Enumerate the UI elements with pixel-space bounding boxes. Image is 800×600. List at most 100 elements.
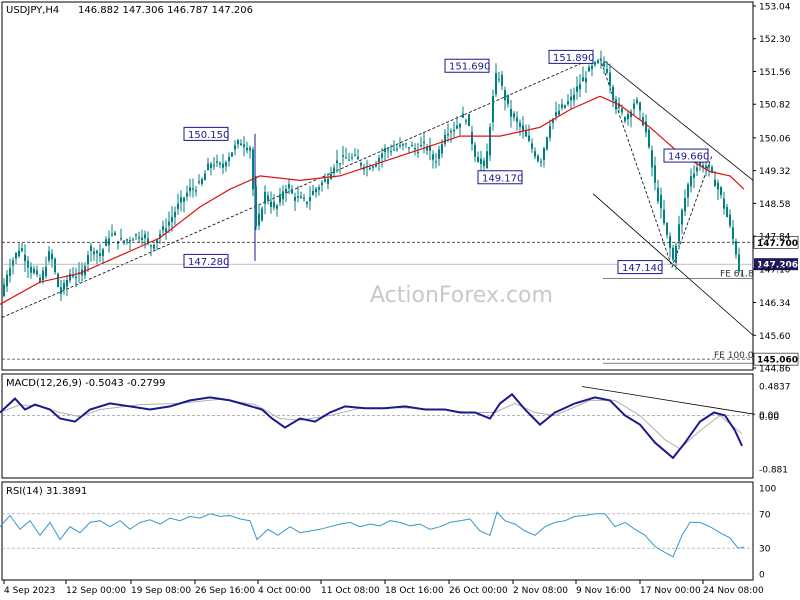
candle-body	[294, 196, 296, 201]
x-axis-label: 24 Nov 08:00	[703, 586, 764, 596]
candle-body	[633, 103, 635, 109]
price-axis-label: 147.84	[759, 233, 791, 243]
macd-title: MACD(12,26,9) -0.5043 -0.2799	[6, 378, 166, 389]
candle-body	[606, 69, 608, 73]
candle-body	[297, 196, 299, 198]
swing-label: 147.280	[188, 257, 229, 268]
candle-body	[282, 191, 284, 200]
candle-body	[513, 113, 515, 118]
candle-body	[648, 129, 650, 148]
candle-body	[390, 151, 392, 153]
rsi-panel[interactable]	[1, 481, 754, 581]
candle-body	[15, 252, 17, 259]
candle-body	[330, 173, 332, 179]
current-price-label: 147.206	[757, 261, 798, 271]
candle-body	[312, 190, 314, 195]
candle-body	[192, 188, 194, 190]
candle-body	[57, 273, 59, 287]
price-axis-label: 144.86	[759, 365, 791, 375]
candle-body	[723, 198, 725, 209]
candle-body	[393, 149, 395, 151]
candle-body	[357, 156, 359, 160]
candle-body	[246, 147, 248, 151]
swing-label: 151.690	[449, 62, 490, 73]
candle-body	[717, 182, 719, 190]
swing-label-box	[183, 253, 229, 268]
macd-axis-label: 0.4837	[759, 383, 791, 393]
macd-panel[interactable]	[1, 373, 754, 479]
swing-label: 149.170	[482, 173, 523, 184]
candle-body	[480, 158, 482, 164]
x-axis-label: 4 Oct 00:00	[258, 586, 311, 596]
candle-body	[39, 277, 41, 282]
candle-body	[96, 250, 98, 254]
candle-body	[438, 149, 440, 159]
x-axis-label: 19 Sep 08:00	[131, 586, 191, 596]
candle-body	[429, 145, 431, 151]
candle-body	[195, 190, 197, 192]
candle-body	[450, 130, 452, 133]
level-price-box	[753, 352, 799, 366]
candle-body	[123, 240, 125, 242]
candle-body	[402, 144, 404, 146]
price-panel[interactable]	[1, 1, 754, 371]
candle-body	[171, 216, 173, 222]
candle-body	[411, 144, 413, 147]
candle-body	[387, 149, 389, 151]
candle-body	[645, 121, 647, 133]
candle-body	[339, 163, 341, 165]
candle-body	[405, 143, 407, 145]
candle-body	[501, 74, 503, 86]
candle-body	[444, 134, 446, 145]
candle-body	[315, 188, 317, 193]
candle-body	[567, 101, 569, 105]
candle-body	[603, 62, 605, 67]
candle-body	[624, 117, 626, 122]
swing-label-box	[444, 58, 490, 73]
candle-body	[201, 178, 203, 184]
rsi-line	[0, 511, 745, 558]
candle-body	[549, 125, 551, 138]
swing-label-box	[663, 148, 709, 163]
candle-body	[180, 197, 182, 203]
candle-body	[576, 86, 578, 92]
candle-body	[138, 236, 140, 239]
candle-body	[465, 120, 467, 122]
candle-body	[564, 105, 566, 108]
candle-body	[141, 237, 143, 240]
candle-body	[732, 227, 734, 239]
rsi-axis-label: 100	[759, 485, 776, 495]
candle-body	[408, 147, 410, 149]
candle-body	[207, 163, 209, 171]
candle-body	[681, 209, 683, 225]
candle-body	[456, 125, 458, 129]
candle-body	[558, 110, 560, 115]
candle-body	[75, 276, 77, 278]
candle-body	[93, 251, 95, 255]
macd-axis-label: 0.00	[759, 413, 779, 423]
candle-body	[432, 154, 434, 160]
candle-body	[48, 251, 50, 261]
candle-body	[204, 173, 206, 181]
level-price-label: 145.060	[757, 356, 798, 366]
candle-body	[156, 238, 158, 243]
candle-body	[642, 117, 644, 126]
candle-body	[615, 99, 617, 110]
moving-average-line	[0, 95, 745, 305]
candle-body	[237, 140, 239, 145]
candle-body	[729, 214, 731, 226]
candle-body	[378, 158, 380, 163]
candle-body	[687, 184, 689, 198]
x-axis-label: 12 Sep 00:00	[66, 586, 126, 596]
candle-body	[231, 152, 233, 157]
candle-body	[69, 273, 71, 281]
candle-body	[216, 161, 218, 163]
candle-body	[540, 161, 542, 163]
candle-body	[495, 73, 497, 95]
candle-body	[570, 96, 572, 101]
swing-dotted-line	[599, 58, 713, 269]
macd-main-line	[0, 392, 743, 460]
candle-body	[90, 245, 92, 252]
x-axis-label: 2 Nov 08:00	[513, 586, 568, 596]
x-axis-label: 18 Oct 16:00	[385, 586, 444, 596]
